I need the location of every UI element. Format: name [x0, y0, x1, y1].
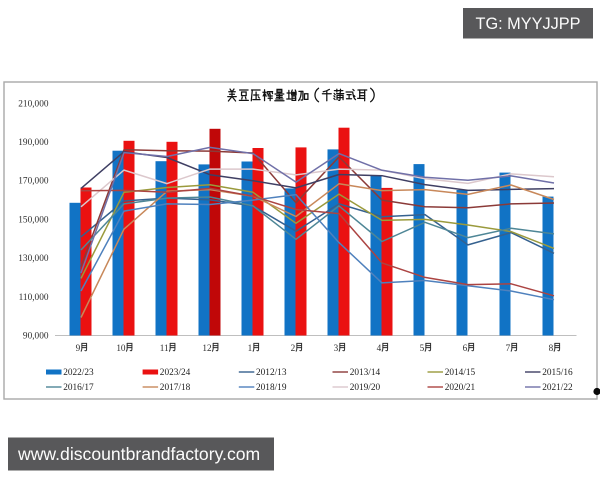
svg-text:2014/15: 2014/15 — [445, 368, 476, 378]
svg-text:4: 4 — [377, 343, 382, 353]
svg-text:2020/21: 2020/21 — [445, 383, 476, 393]
svg-text:10: 10 — [116, 343, 126, 353]
svg-text:150,000: 150,000 — [18, 215, 49, 225]
svg-text:TG: MYYJJPP: TG: MYYJJPP — [476, 15, 581, 33]
svg-text:2: 2 — [291, 343, 296, 353]
svg-text:2013/14: 2013/14 — [350, 368, 381, 378]
svg-text:www.discountbrandfactory.com: www.discountbrandfactory.com — [17, 444, 260, 464]
svg-text:8: 8 — [549, 343, 554, 353]
svg-text:2017/18: 2017/18 — [160, 383, 191, 393]
svg-text:2021/22: 2021/22 — [542, 383, 573, 393]
svg-text:2018/19: 2018/19 — [256, 383, 287, 393]
svg-text:3: 3 — [334, 343, 339, 353]
svg-text:2022/23: 2022/23 — [63, 368, 94, 378]
svg-text:2016/17: 2016/17 — [63, 383, 94, 393]
svg-text:7: 7 — [506, 343, 511, 353]
svg-text:170,000: 170,000 — [18, 177, 49, 187]
svg-text:1: 1 — [248, 343, 253, 353]
svg-text:2019/20: 2019/20 — [350, 383, 381, 393]
svg-text:9: 9 — [76, 343, 81, 353]
svg-text:190,000: 190,000 — [18, 138, 49, 148]
svg-text:6: 6 — [463, 343, 468, 353]
svg-text:5: 5 — [420, 343, 425, 353]
svg-text:11: 11 — [160, 343, 169, 353]
svg-text:12: 12 — [202, 343, 212, 353]
svg-text:110,000: 110,000 — [19, 293, 49, 303]
svg-text:2012/13: 2012/13 — [256, 368, 287, 378]
svg-text:2015/16: 2015/16 — [542, 368, 573, 378]
svg-text:90,000: 90,000 — [23, 332, 49, 342]
svg-text:130,000: 130,000 — [18, 254, 49, 264]
svg-text:2023/24: 2023/24 — [160, 368, 191, 378]
svg-text:210,000: 210,000 — [18, 99, 49, 109]
